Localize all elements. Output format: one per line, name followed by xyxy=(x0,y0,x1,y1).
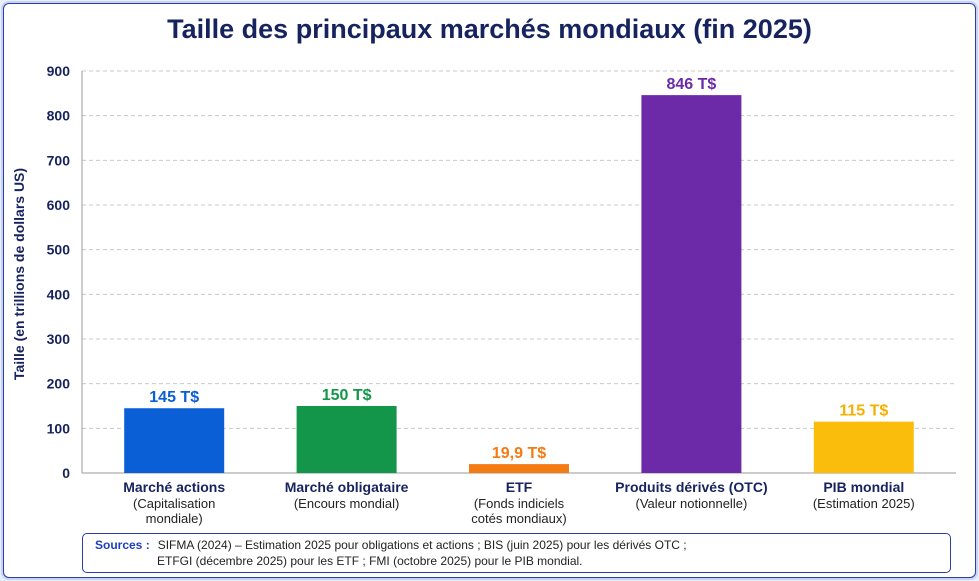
category-sublabel-4-0: (Estimation 2025) xyxy=(813,496,915,511)
y-tick-label: 500 xyxy=(47,242,71,258)
category-sublabel-0-1: mondiale) xyxy=(146,511,203,526)
y-tick-label: 600 xyxy=(47,197,71,213)
category-sublabel-2-0: (Fonds indiciels xyxy=(474,496,565,511)
category-sublabel-2-1: cotés mondiaux) xyxy=(471,511,566,526)
category-sublabel-0-0: (Capitalisation xyxy=(133,496,215,511)
bar-0 xyxy=(124,408,225,473)
bar-3 xyxy=(641,95,742,474)
category-label-1: Marché obligataire xyxy=(285,479,409,495)
data-label-0: 145 T$ xyxy=(149,389,199,406)
y-tick-label: 900 xyxy=(47,63,71,79)
sources-label: Sources : xyxy=(95,538,150,552)
bar-4 xyxy=(813,421,914,473)
chart-frame xyxy=(3,3,976,578)
data-label-4: 115 T$ xyxy=(839,403,888,420)
y-tick-label: 100 xyxy=(47,420,71,436)
category-label-4: PIB mondial xyxy=(823,479,904,495)
sources-line-2: ETFGI (décembre 2025) pour les ETF ; FMI… xyxy=(157,554,583,568)
category-sublabel-1-0: (Encours mondial) xyxy=(294,496,400,511)
category-label-3: Produits dérivés (OTC) xyxy=(615,479,767,495)
category-label-2: ETF xyxy=(506,479,533,495)
y-tick-label: 800 xyxy=(47,108,71,124)
category-label-0: Marché actions xyxy=(123,479,225,495)
bar-2 xyxy=(469,464,569,473)
y-tick-label: 0 xyxy=(62,465,70,481)
data-label-1: 150 T$ xyxy=(322,387,372,404)
y-axis-label: Taille (en trillions de dollars US) xyxy=(11,168,27,380)
y-tick-label: 700 xyxy=(47,152,71,168)
data-label-2: 19,9 T$ xyxy=(492,445,546,462)
sources-box: Sources : SIFMA (2024) – Estimation 2025 … xyxy=(82,533,951,573)
y-tick-label: 300 xyxy=(47,331,71,347)
bar-1 xyxy=(296,406,397,473)
sources-line-1: SIFMA (2024) – Estimation 2025 pour obli… xyxy=(157,538,687,552)
y-tick-label: 400 xyxy=(47,286,71,302)
category-sublabel-3-0: (Valeur notionnelle) xyxy=(636,496,748,511)
data-label-3: 846 T$ xyxy=(666,76,716,93)
chart-title: Taille des principaux marchés mondiaux (… xyxy=(167,14,812,44)
y-tick-label: 200 xyxy=(47,376,71,392)
